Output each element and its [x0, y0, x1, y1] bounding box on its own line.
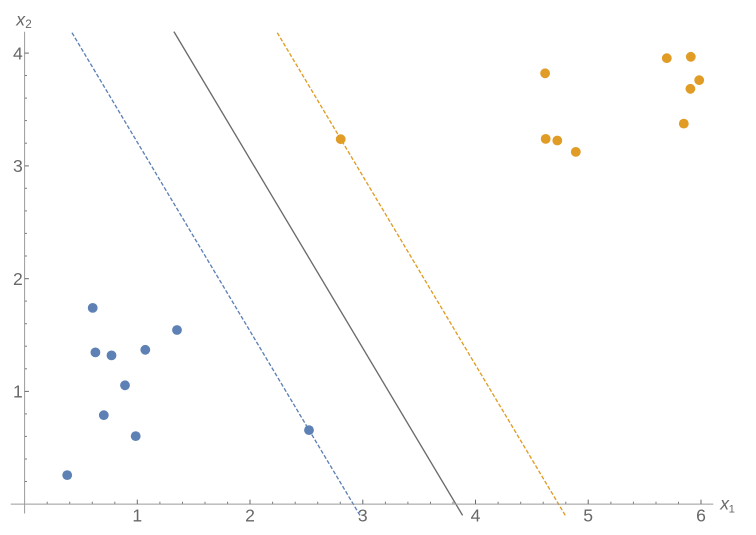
svg-text:1: 1: [132, 506, 142, 526]
svg-text:3: 3: [13, 156, 23, 176]
svg-text:5: 5: [583, 506, 593, 526]
svg-text:1: 1: [729, 503, 735, 515]
svg-text:3: 3: [358, 506, 368, 526]
svg-text:4: 4: [13, 43, 23, 63]
svg-text:1: 1: [13, 382, 23, 402]
svg-text:x: x: [15, 10, 26, 30]
svg-text:2: 2: [13, 269, 23, 289]
svg-text:6: 6: [696, 506, 706, 526]
svg-text:x: x: [719, 494, 730, 514]
svg-text:2: 2: [245, 506, 255, 526]
svg-text:4: 4: [471, 506, 481, 526]
svg-text:2: 2: [25, 18, 32, 31]
